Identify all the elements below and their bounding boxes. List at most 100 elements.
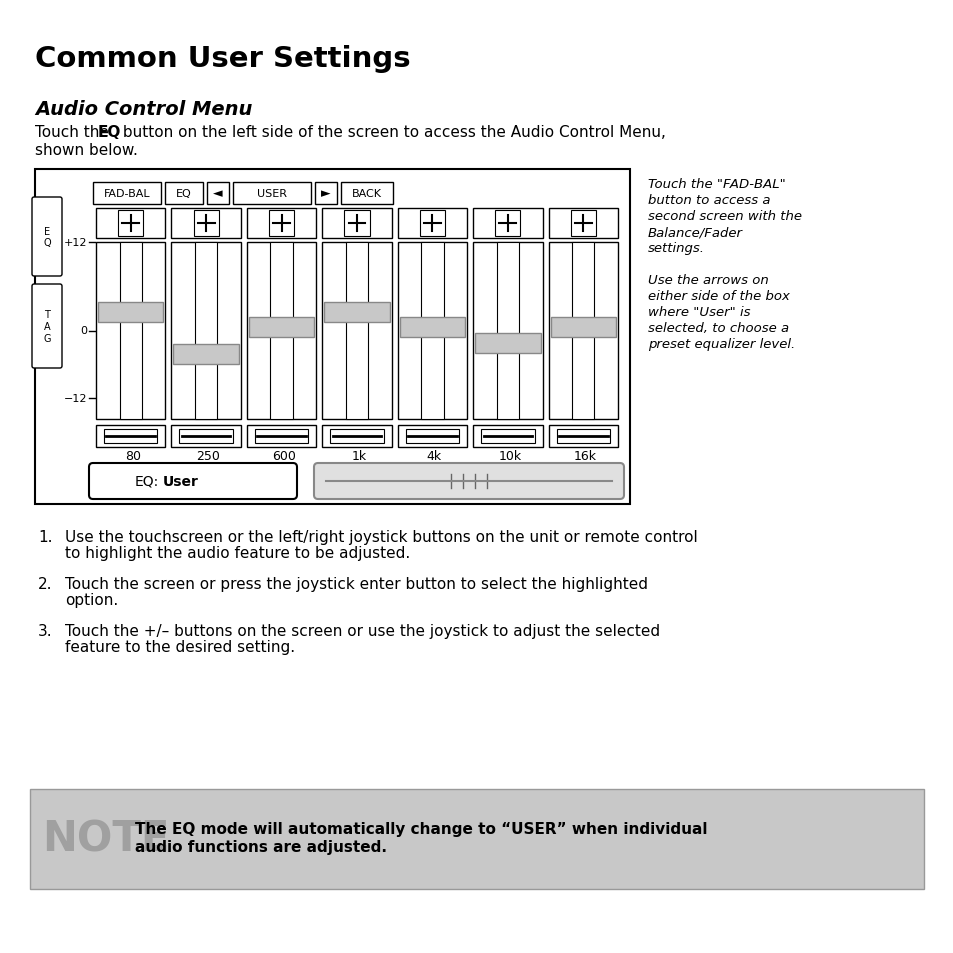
Bar bbox=[119, 243, 142, 419]
Text: 600: 600 bbox=[272, 450, 295, 462]
Bar bbox=[30, 789, 923, 889]
Text: EQ:: EQ: bbox=[135, 475, 159, 489]
Bar bbox=[269, 212, 294, 236]
Text: Use the touchscreen or the left/right joystick buttons on the unit or remote con: Use the touchscreen or the left/right jo… bbox=[65, 530, 697, 544]
Bar bbox=[556, 430, 609, 443]
Bar bbox=[194, 243, 217, 419]
Bar bbox=[548, 209, 618, 239]
Text: 250: 250 bbox=[196, 450, 220, 462]
Text: button on the left side of the screen to access the Audio Control Menu,: button on the left side of the screen to… bbox=[118, 125, 665, 140]
Bar bbox=[322, 243, 392, 419]
Bar bbox=[419, 212, 444, 236]
Bar bbox=[172, 243, 240, 419]
Bar bbox=[399, 318, 465, 338]
Text: settings.: settings. bbox=[647, 242, 704, 254]
Text: 1k: 1k bbox=[351, 450, 366, 462]
Bar bbox=[397, 209, 467, 239]
Text: FAD-BAL: FAD-BAL bbox=[104, 189, 151, 199]
Bar bbox=[344, 212, 369, 236]
Text: preset equalizer level.: preset equalizer level. bbox=[647, 337, 795, 351]
Bar bbox=[173, 345, 238, 365]
Text: selected, to choose a: selected, to choose a bbox=[647, 322, 788, 335]
Bar bbox=[473, 209, 542, 239]
Bar bbox=[495, 212, 520, 236]
Text: Common User Settings: Common User Settings bbox=[35, 45, 410, 73]
Bar bbox=[480, 430, 534, 443]
Text: T
A
G: T A G bbox=[43, 310, 51, 343]
Bar bbox=[165, 183, 203, 205]
Bar bbox=[247, 243, 316, 419]
Bar bbox=[340, 183, 393, 205]
Bar bbox=[550, 318, 616, 338]
Bar bbox=[473, 426, 542, 448]
Text: Touch the screen or press the joystick enter button to select the highlighted: Touch the screen or press the joystick e… bbox=[65, 577, 647, 592]
Text: Touch the "FAD-BAL": Touch the "FAD-BAL" bbox=[647, 178, 785, 191]
Text: 0: 0 bbox=[80, 326, 87, 336]
Bar bbox=[35, 170, 629, 504]
FancyBboxPatch shape bbox=[32, 285, 62, 369]
Text: shown below.: shown below. bbox=[35, 143, 138, 158]
Text: where "User" is: where "User" is bbox=[647, 306, 750, 318]
Bar bbox=[118, 212, 143, 236]
Text: feature to the desired setting.: feature to the desired setting. bbox=[65, 639, 294, 655]
Text: audio functions are adjusted.: audio functions are adjusted. bbox=[135, 840, 387, 854]
Text: +12: +12 bbox=[64, 237, 87, 248]
Bar bbox=[254, 430, 308, 443]
Text: 16k: 16k bbox=[573, 450, 597, 462]
Bar bbox=[249, 318, 314, 338]
Bar bbox=[330, 430, 383, 443]
Bar bbox=[98, 302, 163, 322]
Bar bbox=[172, 209, 240, 239]
Text: 3.: 3. bbox=[38, 623, 52, 639]
Bar bbox=[233, 183, 311, 205]
Bar bbox=[271, 243, 293, 419]
Text: NOTE: NOTE bbox=[42, 818, 170, 861]
Bar bbox=[548, 243, 618, 419]
Bar bbox=[322, 426, 392, 448]
Bar bbox=[314, 183, 336, 205]
Text: Touch the +/– buttons on the screen or use the joystick to adjust the selected: Touch the +/– buttons on the screen or u… bbox=[65, 623, 659, 639]
Bar bbox=[346, 243, 368, 419]
Bar bbox=[96, 426, 165, 448]
Bar bbox=[247, 426, 316, 448]
Text: User: User bbox=[163, 475, 198, 489]
FancyBboxPatch shape bbox=[314, 463, 623, 499]
Text: 80: 80 bbox=[125, 450, 140, 462]
Text: E
Q: E Q bbox=[43, 227, 51, 248]
FancyBboxPatch shape bbox=[89, 463, 296, 499]
Bar bbox=[207, 183, 229, 205]
Text: Use the arrows on: Use the arrows on bbox=[647, 274, 768, 287]
Bar bbox=[322, 209, 392, 239]
Text: 2.: 2. bbox=[38, 577, 52, 592]
Text: second screen with the: second screen with the bbox=[647, 210, 801, 223]
Bar bbox=[193, 212, 218, 236]
Bar bbox=[324, 302, 390, 322]
FancyBboxPatch shape bbox=[32, 198, 62, 276]
Bar bbox=[548, 426, 618, 448]
Bar bbox=[405, 430, 458, 443]
Bar bbox=[179, 430, 233, 443]
Bar bbox=[172, 426, 240, 448]
Text: EQ: EQ bbox=[176, 189, 192, 199]
Text: EQ: EQ bbox=[98, 125, 121, 140]
Text: ◄: ◄ bbox=[213, 188, 223, 200]
Bar bbox=[96, 243, 165, 419]
Text: BACK: BACK bbox=[352, 189, 381, 199]
Bar bbox=[473, 243, 542, 419]
Text: 10k: 10k bbox=[497, 450, 521, 462]
Bar bbox=[421, 243, 443, 419]
Text: to highlight the audio feature to be adjusted.: to highlight the audio feature to be adj… bbox=[65, 545, 410, 560]
Bar bbox=[475, 334, 540, 354]
Text: Audio Control Menu: Audio Control Menu bbox=[35, 100, 253, 119]
Text: Touch the: Touch the bbox=[35, 125, 113, 140]
Text: option.: option. bbox=[65, 593, 118, 607]
Bar bbox=[96, 209, 165, 239]
Text: USER: USER bbox=[256, 189, 287, 199]
Text: 4k: 4k bbox=[426, 450, 441, 462]
Bar bbox=[104, 430, 157, 443]
Bar bbox=[570, 212, 596, 236]
Text: 1.: 1. bbox=[38, 530, 52, 544]
Bar bbox=[92, 183, 161, 205]
Bar bbox=[247, 209, 316, 239]
Bar bbox=[397, 426, 467, 448]
